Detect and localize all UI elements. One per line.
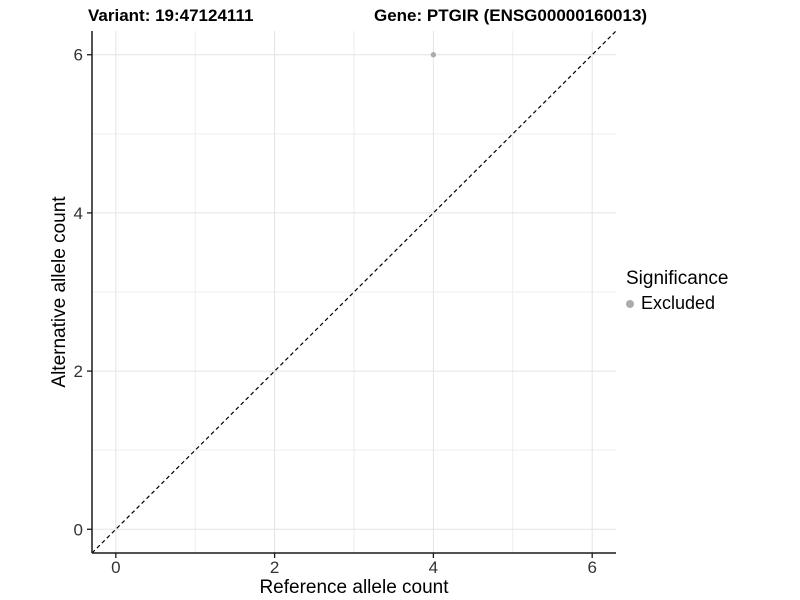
legend-item-label: Excluded: [641, 293, 716, 313]
gene-title: Gene: PTGIR (ENSG00000160013): [374, 6, 648, 25]
y-tick-label: 0: [74, 520, 83, 539]
x-tick-label: 4: [429, 558, 438, 577]
y-tick-label: 6: [74, 46, 83, 65]
x-axis-title: Reference allele count: [259, 577, 449, 598]
x-tick-label: 0: [111, 558, 120, 577]
y-tick-label: 2: [74, 362, 83, 381]
x-tick-label: 2: [270, 558, 279, 577]
excluded-point-icon: [626, 299, 634, 308]
legend-title: Significance: [626, 268, 729, 289]
data-point[interactable]: [430, 52, 437, 58]
legend: Significance Excluded: [626, 268, 728, 314]
y-axis-title: Alternative allele count: [49, 196, 70, 388]
legend-item-excluded: Excluded: [626, 293, 728, 314]
y-tick-label: 4: [74, 204, 83, 223]
x-tick-label: 6: [587, 558, 596, 577]
variant-title: Variant: 19:47124111: [88, 6, 254, 25]
identity-line: [91, 30, 617, 554]
